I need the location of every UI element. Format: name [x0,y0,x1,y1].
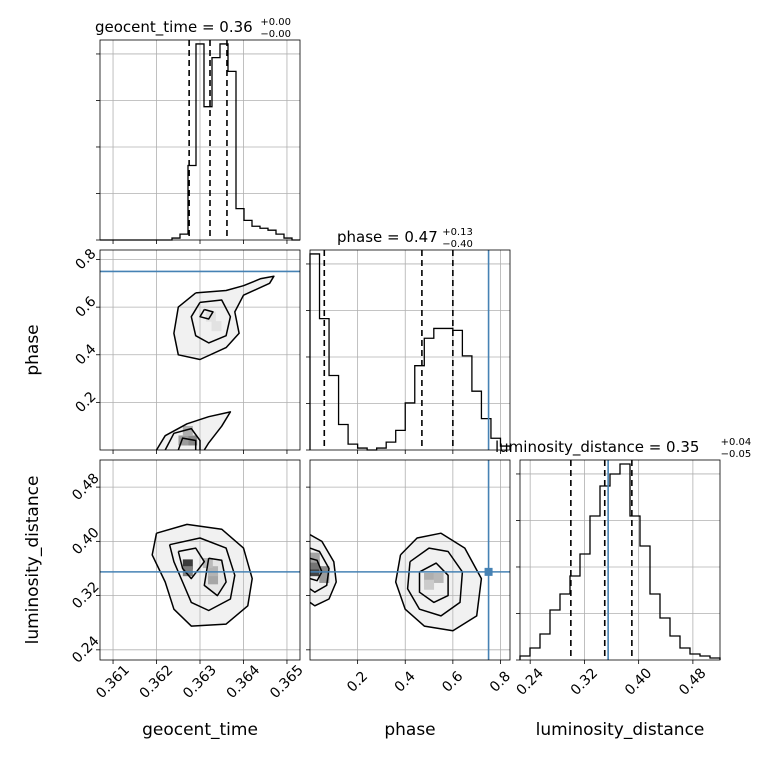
x-tick-label: 0.8 [487,668,514,695]
histogram-panel-luminosity_distance: luminosity_distance = 0.35 +0.04−0.05 [495,437,751,664]
contour-line [190,299,232,344]
y-axis-label-phase: phase [23,324,43,375]
x-tick-label: 0.362 [137,662,177,702]
density-cell [208,574,219,585]
scatter-panel-geocent_time-luminosity_distance [96,459,301,664]
panel-frame [309,249,511,451]
histogram-title-luminosity_distance: luminosity_distance = 0.35 [495,438,699,457]
panel-frame [309,459,511,661]
scatter-panel-phase-luminosity_distance [306,459,511,664]
x-axis-label-luminosity_distance: luminosity_distance [536,720,705,740]
x-axis-label-geocent_time: geocent_time [142,720,258,740]
density-cell [211,321,222,332]
histogram-panel-geocent_time: geocent_time = 0.36 +0.00−0.00 [95,17,301,244]
title-subscript: −0.05 [721,449,752,460]
y-tick-label: 0.2 [72,389,99,416]
density-cell [182,425,193,436]
contour-line [173,275,275,361]
y-tick-label: 0.4 [72,341,99,368]
contour-line [164,427,201,450]
title-subscript: −0.40 [442,239,473,250]
title-main: geocent_time = 0.36 [95,18,253,37]
title-subscript: −0.00 [260,29,291,40]
density-cell [310,559,320,570]
contour-line [310,547,330,593]
title-superscript: +0.13 [442,227,473,238]
title-superscript: +0.04 [721,437,752,448]
title-main: luminosity_distance = 0.35 [495,438,699,457]
density-cell [433,572,444,583]
density-cell [310,552,320,563]
density-cell [424,572,435,583]
density-cell [319,572,330,583]
x-axis-label-phase: phase [384,720,435,740]
x-tick-label: 0.40 [622,665,655,698]
y-axis-label-luminosity_distance: luminosity_distance [23,476,43,645]
histogram-title-phase: phase = 0.47 [337,228,438,246]
x-tick-label: 0.2 [344,668,371,695]
scatter-panel-geocent_time-phase [96,249,301,454]
x-tick-label: 0.48 [676,665,709,698]
contour-line [203,557,227,597]
y-tick-label: 0.8 [72,246,99,273]
y-tick-label: 0.6 [72,294,99,321]
contour-line [177,437,197,450]
histogram-line-phase [309,253,511,451]
histogram-line-luminosity_distance [519,463,721,660]
density-cell [182,559,193,570]
contour-line [310,533,337,607]
contour-line [406,547,464,617]
x-tick-label: 0.361 [93,662,133,702]
histogram-title-geocent_time: geocent_time = 0.36 [95,18,253,37]
x-tick-label: 0.32 [568,665,601,698]
x-tick-label: 0.363 [180,662,220,702]
density-cell [178,435,189,446]
contour-line [177,547,206,580]
panel-frame [519,459,721,661]
x-tick-label: 0.364 [224,662,264,702]
contour-line [418,562,449,604]
truth-marker [484,567,493,576]
x-tick-label: 0.24 [513,665,546,698]
contour-line [199,308,214,320]
x-tick-label: 0.4 [392,668,419,695]
density-cell [424,579,435,590]
x-tick-label: 0.6 [439,668,466,695]
title-main: phase = 0.47 [337,228,438,246]
histogram-panel-phase: phase = 0.47 +0.13−0.40 [306,227,511,454]
x-tick-label: 0.365 [267,662,307,702]
title-superscript: +0.00 [260,17,291,28]
